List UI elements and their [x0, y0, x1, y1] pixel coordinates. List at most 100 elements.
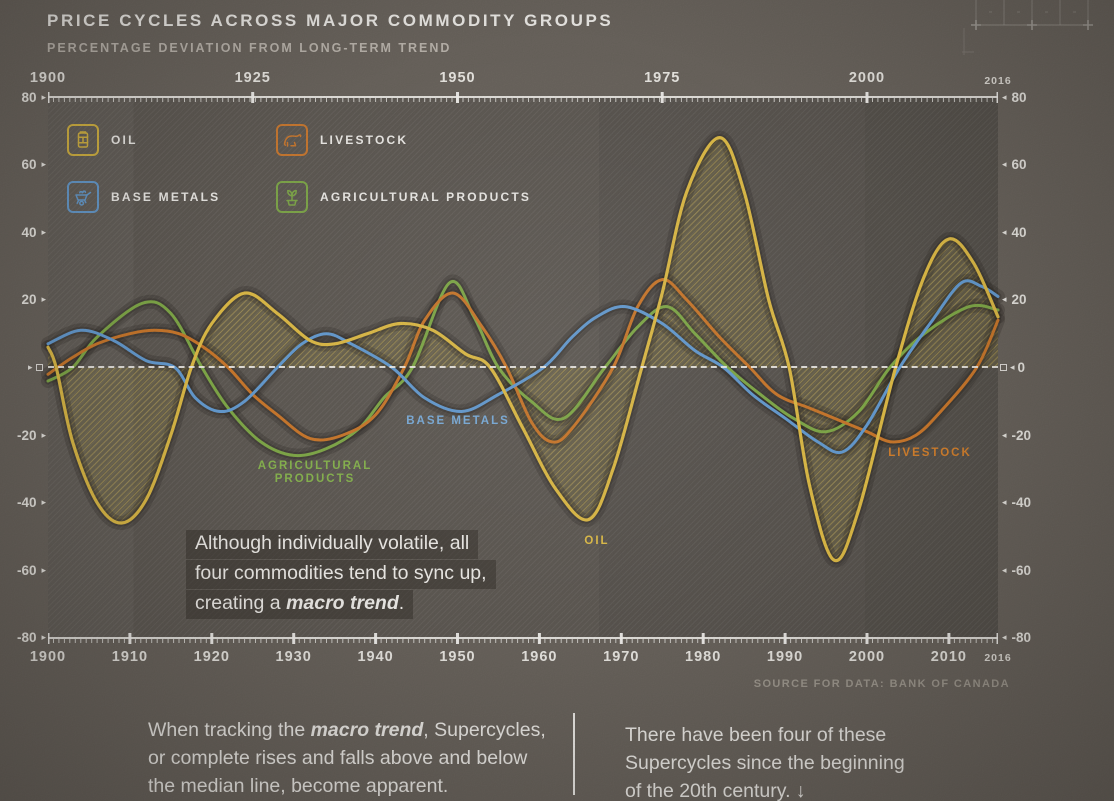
- arrow-left-icon: ◂: [1010, 362, 1015, 372]
- y-axis-label-right: ◂ 40: [1002, 223, 1027, 241]
- bottom-axis-year-label: 1990: [766, 649, 804, 665]
- legend-label-base-metals: BASE METALS: [111, 190, 221, 204]
- bottom-axis-year-label: 1920: [193, 649, 230, 665]
- bottom-axis-year-label: 1930: [275, 649, 312, 665]
- y-axis-value: -40: [16, 495, 37, 511]
- y-axis-label-right: ◂ 60: [1002, 156, 1027, 174]
- arrow-right-icon: ▸: [41, 632, 46, 643]
- legend-label-livestock: LIVESTOCK: [320, 133, 409, 147]
- legend-label-oil: OIL: [111, 133, 138, 147]
- y-axis-value: -60: [16, 562, 37, 578]
- y-axis-value: -20: [16, 427, 37, 443]
- y-axis-value: -60: [1011, 562, 1032, 578]
- arrow-left-icon: ◂: [1002, 564, 1007, 575]
- top-axis-year-label: 1900: [29, 70, 67, 86]
- footer-divider: [573, 713, 575, 795]
- arrow-left-icon: ◂: [1002, 429, 1007, 440]
- agricultural-curve-label: AGRICULTURAL PRODUCTS: [257, 460, 373, 485]
- y-axis-value: 60: [21, 157, 37, 173]
- y-axis-value: 20: [1011, 292, 1027, 308]
- arrow-right-icon: ▸: [41, 226, 46, 237]
- axis-ruler: [46, 90, 1000, 106]
- zero-median-line: [48, 366, 998, 368]
- legend-item-agricultural: AGRICULTURAL PRODUCTS: [276, 181, 531, 213]
- cow-icon: [276, 124, 308, 156]
- y-axis-label-left: -60 ▸: [0, 561, 46, 579]
- arrow-right-icon: ▸: [41, 91, 46, 102]
- bottom-axis-year-label: 1980: [685, 649, 722, 665]
- arrow-right-icon: ▸: [28, 362, 33, 372]
- y-axis-label-left: 60 ▸: [0, 156, 46, 174]
- bottom-axis-year-label: 1900: [29, 649, 67, 665]
- axis-ruler: [46, 631, 1000, 647]
- oil-barrel-icon: [67, 124, 99, 156]
- top-axis-year-label: 2016: [984, 75, 1012, 87]
- y-axis-label-left: -40 ▸: [0, 494, 46, 512]
- livestock-curve-label: LIVESTOCK: [888, 447, 972, 459]
- bottom-axis-year-label: 2016: [984, 652, 1012, 664]
- y-axis-label-left: 40 ▸: [0, 223, 46, 241]
- y-axis-value: 40: [21, 224, 37, 240]
- y-axis-label-left: 80 ▸: [0, 88, 46, 106]
- legend-item-oil: OIL: [67, 124, 276, 156]
- y-axis-label-left: -20 ▸: [0, 426, 46, 444]
- zero-marker-right: ◂ 0: [1000, 360, 1026, 375]
- y-axis-label-right: ◂ 80: [1002, 88, 1027, 106]
- y-axis-value: 60: [1011, 157, 1027, 173]
- zero-square-icon: [1000, 364, 1007, 371]
- footer-text-right: There have been four of these Supercycle…: [625, 724, 905, 801]
- bottom-axis-year-label: 1960: [521, 649, 558, 665]
- page-subtitle: PERCENTAGE DEVIATION FROM LONG-TERM TREN…: [47, 41, 452, 55]
- y-axis-label-right: ◂ -40: [1002, 494, 1031, 512]
- y-axis-label-right: ◂ 20: [1002, 291, 1027, 309]
- y-axis-label-right: ◂ -60: [1002, 561, 1031, 579]
- y-axis-value: 80: [21, 89, 37, 105]
- wheelbarrow-icon: [67, 181, 99, 213]
- legend-label-agricultural: AGRICULTURAL PRODUCTS: [320, 190, 532, 204]
- footer-text-left: When tracking the macro trend, Supercycl…: [148, 719, 546, 797]
- y-axis-value: -80: [1011, 630, 1032, 646]
- y-axis-value: -40: [1011, 495, 1032, 511]
- legend-item-livestock: LIVESTOCK: [276, 124, 531, 156]
- decorative-crosshair-grid: [962, 0, 1093, 55]
- legend-item-base-metals: BASE METALS: [67, 181, 276, 213]
- chart-annotation: Although individually volatile, all four…: [186, 530, 496, 620]
- bottom-axis-year-label: 1950: [439, 649, 476, 665]
- y-axis-label-left: 20 ▸: [0, 291, 46, 309]
- bottom-axis-year-label: 2000: [848, 649, 886, 665]
- arrow-left-icon: ◂: [1002, 226, 1007, 237]
- y-axis-label-right: ◂ -80: [1002, 629, 1031, 647]
- top-axis-year-label: 2000: [848, 70, 886, 86]
- arrow-right-icon: ▸: [41, 497, 46, 508]
- bottom-axis-year-label: 1910: [111, 649, 149, 665]
- data-source-credit: SOURCE FOR DATA: BANK OF CANADA: [753, 678, 1010, 690]
- y-axis-value: 80: [1011, 89, 1027, 105]
- arrow-right-icon: ▸: [41, 294, 46, 305]
- top-axis-year-label: 1975: [644, 70, 681, 86]
- arrow-right-icon: ▸: [41, 429, 46, 440]
- arrow-right-icon: ▸: [41, 564, 46, 575]
- potted-plant-icon: [276, 181, 308, 213]
- top-axis-year-label: 1950: [439, 70, 476, 86]
- y-axis-value: 40: [1011, 224, 1027, 240]
- arrow-left-icon: ◂: [1002, 632, 1007, 643]
- y-axis-value: 0: [1017, 360, 1026, 375]
- arrow-left-icon: ◂: [1002, 159, 1007, 170]
- arrow-left-icon: ◂: [1002, 294, 1007, 305]
- y-axis-label-right: ◂ -20: [1002, 426, 1031, 444]
- base-metals-curve-label: BASE METALS: [406, 415, 510, 427]
- bottom-axis-year-label: 1970: [603, 649, 640, 665]
- arrow-left-icon: ◂: [1002, 497, 1007, 508]
- legend: OIL LIVESTOCK BASE METALS: [67, 124, 531, 213]
- y-axis-value: -20: [1011, 427, 1032, 443]
- oil-curve-label: OIL: [584, 535, 610, 547]
- annotation-line: four commodities tend to sync up,: [186, 560, 496, 589]
- y-axis-value: -80: [16, 630, 37, 646]
- y-axis-label-left: -80 ▸: [0, 629, 46, 647]
- top-axis-year-label: 1925: [234, 70, 271, 86]
- page-title: PRICE CYCLES ACROSS MAJOR COMMODITY GROU…: [47, 11, 614, 30]
- annotation-line: Although individually volatile, all: [186, 530, 479, 559]
- arrow-right-icon: ▸: [41, 159, 46, 170]
- bottom-axis-year-label: 1940: [357, 649, 394, 665]
